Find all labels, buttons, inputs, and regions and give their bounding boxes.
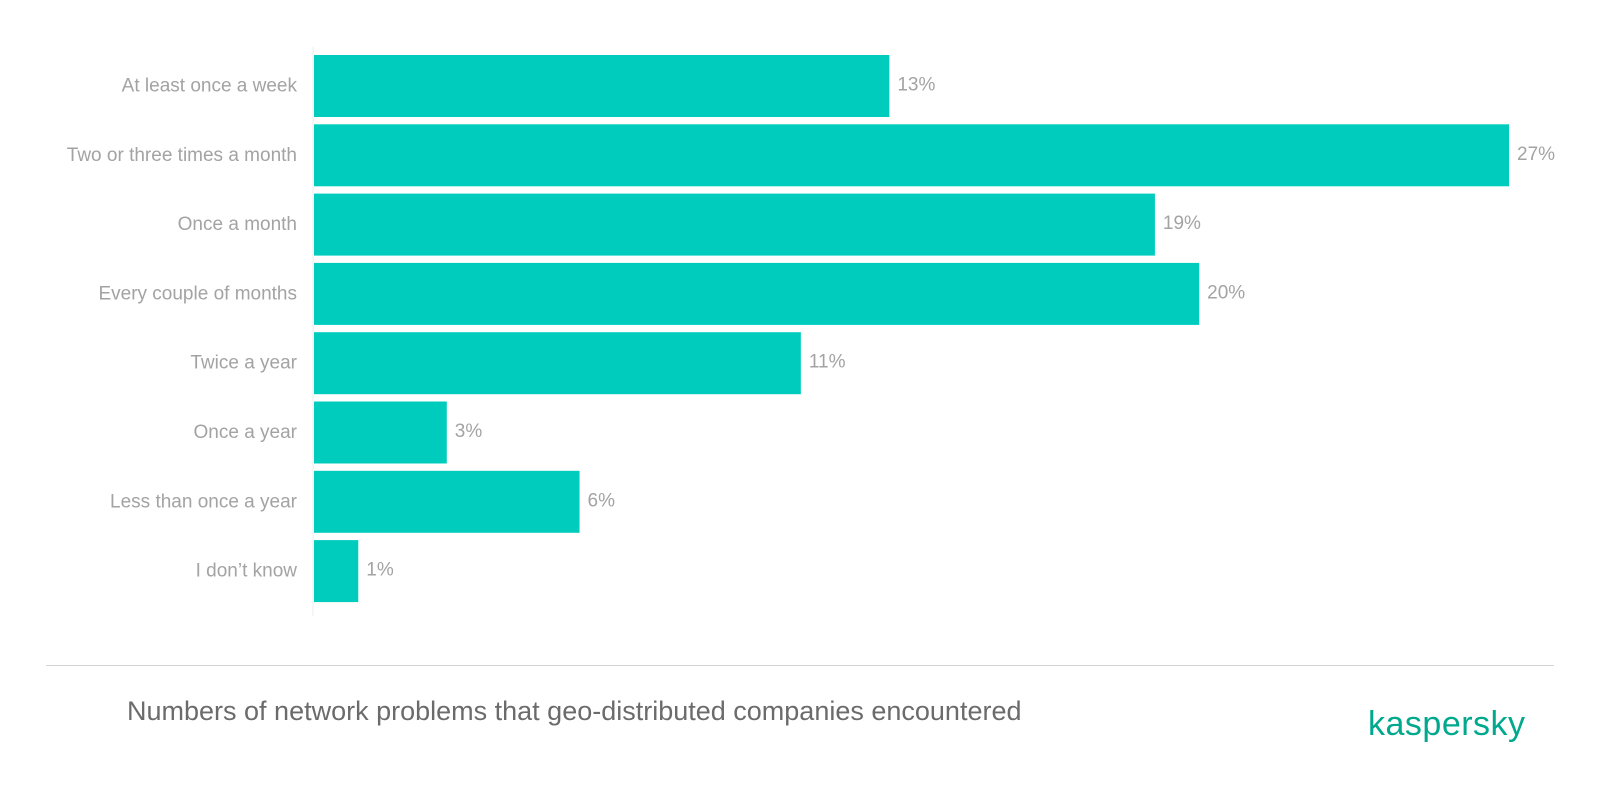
bar (314, 262, 1200, 325)
category-label: Once a year (194, 422, 298, 443)
bar (314, 401, 447, 464)
kaspersky-logo: kaspersky (1368, 705, 1526, 743)
category-label: At least once a week (122, 76, 298, 97)
value-label: 20% (1207, 282, 1245, 303)
bar (314, 124, 1509, 187)
bar (314, 332, 801, 395)
footer-divider (46, 665, 1554, 666)
value-label: 6% (588, 490, 616, 511)
chart-caption: Numbers of network problems that geo-dis… (127, 696, 1022, 726)
value-label: 27% (1517, 144, 1555, 165)
value-label: 13% (897, 75, 935, 96)
bar (314, 470, 580, 533)
bar (314, 540, 359, 603)
value-label: 1% (366, 560, 394, 581)
category-label: Less than once a year (110, 491, 298, 512)
category-label: I don’t know (196, 561, 298, 582)
category-label: Every couple of months (98, 283, 297, 304)
bar-chart: At least once a week 13% Two or three time… (67, 47, 1555, 617)
category-label: Once a month (178, 214, 297, 235)
value-label: 11% (809, 352, 846, 373)
bar (314, 55, 890, 117)
category-label: Twice a year (190, 353, 297, 374)
value-label: 3% (455, 421, 483, 442)
value-label: 19% (1163, 213, 1201, 234)
bar (314, 193, 1155, 256)
category-label: Two or three times a month (67, 145, 297, 166)
